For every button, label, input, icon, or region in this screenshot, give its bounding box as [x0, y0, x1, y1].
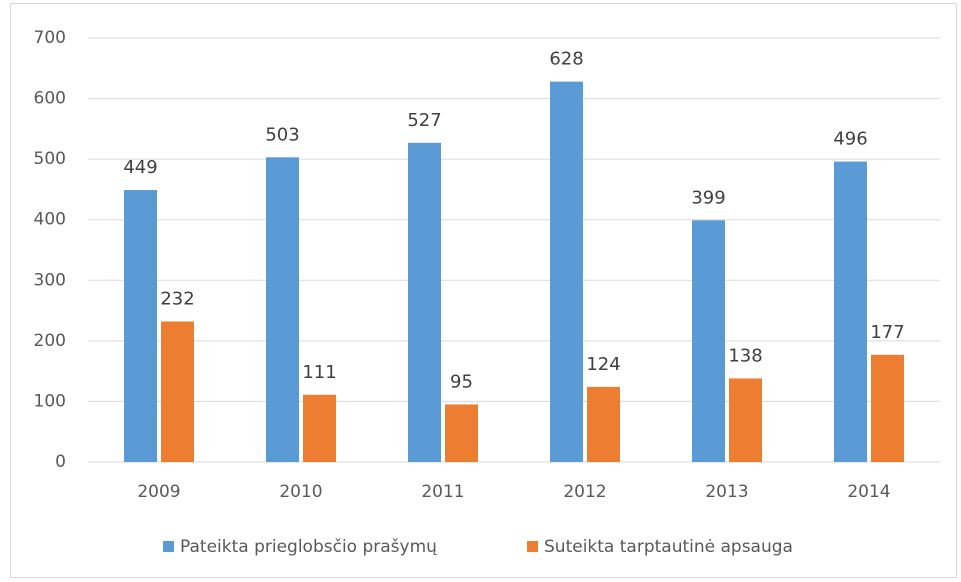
- x-tick-label: 2011: [421, 482, 464, 502]
- y-tick-label: 400: [34, 210, 66, 230]
- legend-swatch: [527, 541, 538, 552]
- x-tick-label: 2009: [137, 482, 180, 502]
- data-label: 138: [728, 345, 762, 366]
- bar: [303, 394, 336, 462]
- bar: [692, 220, 725, 462]
- y-tick-label: 300: [34, 270, 66, 290]
- data-label: 124: [586, 354, 620, 375]
- y-tick-label: 0: [55, 452, 66, 472]
- bar: [834, 161, 867, 462]
- data-label: 527: [407, 110, 441, 131]
- legend-label: Pateikta prieglobsčio prašymų: [180, 537, 437, 557]
- legend-label: Suteikta tarptautinė apsauga: [544, 537, 793, 557]
- x-tick-label: 2014: [847, 482, 890, 502]
- data-label: 449: [123, 157, 157, 178]
- data-label: 496: [833, 129, 867, 150]
- x-tick-label: 2012: [563, 482, 606, 502]
- data-label: 399: [691, 187, 725, 208]
- bar: [266, 157, 299, 462]
- y-tick-label: 500: [34, 149, 66, 169]
- y-tick-label: 600: [34, 89, 66, 109]
- bar: [729, 378, 762, 462]
- bar: [124, 190, 157, 462]
- bar: [550, 81, 583, 463]
- bar: [161, 321, 194, 462]
- x-tick-label: 2010: [279, 482, 322, 502]
- bar: [408, 142, 441, 462]
- data-label: 111: [302, 362, 336, 383]
- data-label: 503: [265, 124, 299, 145]
- bar: [445, 404, 478, 462]
- data-label: 232: [160, 288, 194, 309]
- x-tick-label: 2013: [705, 482, 748, 502]
- data-label: 628: [549, 49, 583, 70]
- y-tick-label: 200: [34, 331, 66, 351]
- bar: [587, 386, 620, 462]
- y-tick-label: 700: [34, 28, 66, 48]
- bar: [871, 354, 904, 462]
- chart-border: [10, 3, 957, 578]
- legend-swatch: [163, 541, 174, 552]
- data-label: 177: [870, 322, 904, 343]
- data-label: 95: [450, 371, 473, 392]
- y-tick-label: 100: [34, 391, 66, 411]
